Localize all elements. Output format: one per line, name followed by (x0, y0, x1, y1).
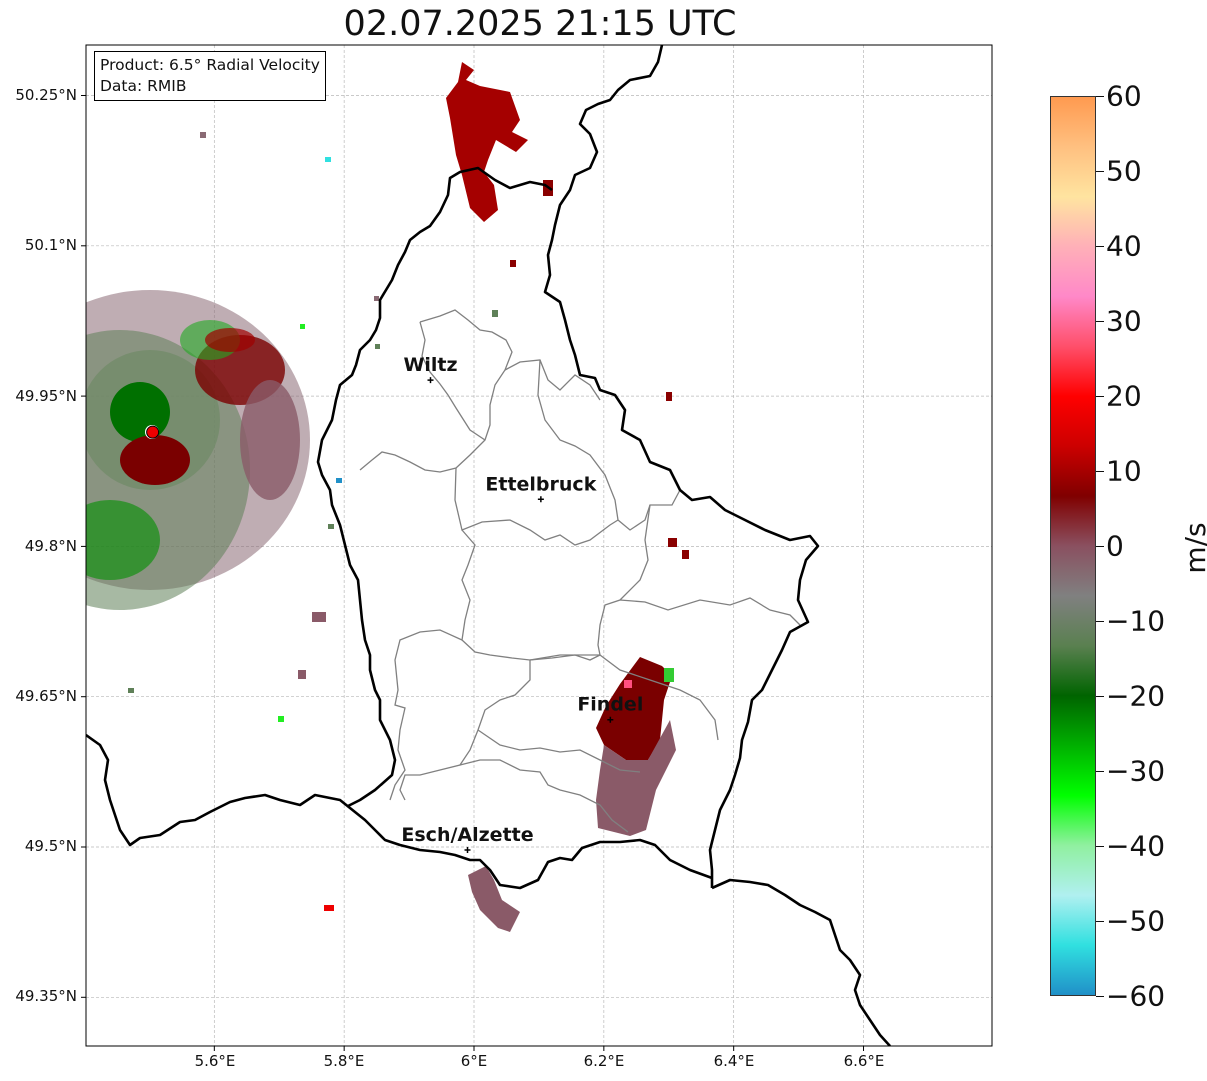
canton-borders (359, 309, 801, 833)
city-label: Wiltz (403, 354, 457, 376)
colorbar-tick (1096, 246, 1104, 247)
colorbar-tick (1096, 621, 1104, 622)
lat-label: 50.25°N (15, 86, 77, 104)
colorbar-tick-label: −60 (1106, 979, 1166, 1013)
lat-label: 49.65°N (15, 687, 77, 705)
colorbar-tick (1096, 321, 1104, 322)
colorbar-tick-label: 20 (1106, 379, 1142, 413)
colorbar-tick-label: −50 (1106, 904, 1166, 938)
storm-cell-findel (596, 657, 676, 836)
city-label: Findel (577, 694, 643, 716)
city-marker: Esch/Alzette (401, 824, 534, 854)
colorbar-tick (1096, 96, 1104, 97)
city-cross-icon (427, 377, 434, 384)
product-info-box: Product: 6.5° Radial Velocity Data: RMIB (94, 51, 326, 101)
colorbar-tick-label: 50 (1106, 154, 1142, 188)
product-label: Product: 6.5° Radial Velocity (100, 56, 320, 74)
city-labels: Wiltz Ettelbruck Findel Esch/Alzette (401, 354, 643, 854)
colorbar-tick-label: −40 (1106, 829, 1166, 863)
colorbar-unit-label: m/s (1179, 522, 1207, 574)
colorbar-tick-label: −20 (1106, 679, 1166, 713)
storm-cell-north (446, 62, 553, 222)
colorbar-tick (1096, 846, 1104, 847)
colorbar-tick-label: 0 (1106, 529, 1124, 563)
colorbar-tick (1096, 996, 1104, 997)
lon-label: 6°E (460, 1052, 488, 1070)
city-label: Esch/Alzette (401, 824, 533, 846)
colorbar-tick-label: −10 (1106, 604, 1166, 638)
map-title: 02.07.2025 21:15 UTC (343, 4, 737, 44)
city-cross-icon (607, 716, 614, 723)
colorbar-tick (1096, 771, 1104, 772)
colorbar-tick (1096, 696, 1104, 697)
colorbar-tick (1096, 921, 1104, 922)
colorbar-tick-label: 40 (1106, 229, 1142, 263)
radar-echoes (86, 62, 689, 932)
data-source-label: Data: RMIB (100, 77, 187, 95)
colorbar-tick (1096, 471, 1104, 472)
lon-label: 6.2°E (583, 1052, 625, 1070)
colorbar-tick (1096, 396, 1104, 397)
city-marker: Wiltz (403, 354, 458, 384)
lat-label: 49.5°N (24, 837, 77, 855)
colorbar-tick (1096, 546, 1104, 547)
city-cross-icon (537, 496, 544, 503)
velocity-colorbar (1050, 96, 1096, 996)
lat-label: 49.8°N (24, 537, 77, 555)
colorbar-tick-label: 30 (1106, 304, 1142, 338)
colorbar-tick-label: 60 (1106, 79, 1142, 113)
city-cross-icon (464, 847, 471, 854)
plot-frame (85, 44, 993, 1047)
colorbar-tick-label: 10 (1106, 454, 1142, 488)
lon-label: 6.4°E (713, 1052, 755, 1070)
colorbar-tick-label: −30 (1106, 754, 1166, 788)
axis-ticks (81, 95, 865, 1051)
city-marker: Ettelbruck (485, 473, 597, 503)
radar-clutter-area (86, 290, 310, 610)
lon-label: 5.6°E (194, 1052, 236, 1070)
storm-cell-south (468, 866, 520, 932)
colorbar-tick (1096, 171, 1104, 172)
isolated-echoes (128, 132, 689, 911)
radar-site-marker (146, 425, 160, 439)
lon-label: 5.8°E (323, 1052, 365, 1070)
city-marker: Findel (577, 694, 643, 723)
lat-label: 49.95°N (15, 387, 77, 405)
national-borders (86, 45, 891, 1046)
city-label: Ettelbruck (485, 473, 596, 495)
lon-label: 6.6°E (843, 1052, 885, 1070)
lat-label: 50.1°N (24, 236, 77, 254)
lat-label: 49.35°N (15, 987, 77, 1005)
